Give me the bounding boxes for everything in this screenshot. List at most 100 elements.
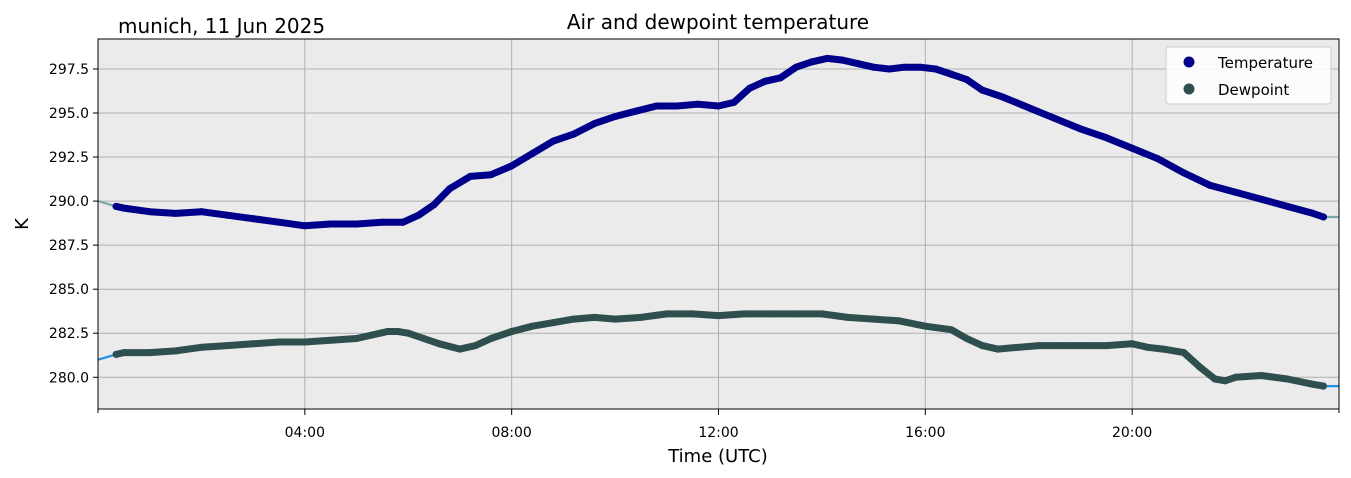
data-point-dewpoint <box>978 342 986 350</box>
grid-layer <box>98 39 1339 409</box>
data-point-temperature <box>301 222 309 230</box>
data-point-dewpoint <box>1056 342 1064 350</box>
data-point-temperature <box>632 107 640 115</box>
data-point-dewpoint <box>394 327 402 335</box>
data-point-dewpoint <box>818 310 826 318</box>
data-point-dewpoint <box>1211 375 1219 383</box>
data-point-dewpoint <box>471 342 479 350</box>
y-tick-label: 285.0 <box>49 282 89 298</box>
data-point-dewpoint <box>1180 349 1188 357</box>
data-point-temperature <box>466 172 474 180</box>
data-point-temperature <box>885 65 893 73</box>
data-point-temperature <box>112 202 120 210</box>
data-point-temperature <box>1102 134 1110 142</box>
data-point-dewpoint <box>1035 342 1043 350</box>
data-point-dewpoint <box>611 315 619 323</box>
data-point-dewpoint <box>146 349 154 357</box>
data-point-temperature <box>777 74 785 82</box>
data-point-temperature <box>808 58 816 66</box>
data-point-temperature <box>415 211 423 219</box>
data-point-temperature <box>590 120 598 128</box>
data-point-dewpoint <box>844 313 852 321</box>
data-point-temperature <box>570 130 578 138</box>
data-point-dewpoint <box>368 331 376 339</box>
data-point-temperature <box>430 201 438 209</box>
chart-subtitle: munich, 11 Jun 2025 <box>118 14 325 38</box>
legend-entry-temperature: Temperature <box>1217 54 1313 72</box>
x-tick-label: 16:00 <box>905 425 945 441</box>
data-point-dewpoint <box>1102 342 1110 350</box>
data-point-dewpoint <box>1159 345 1167 353</box>
data-point-temperature <box>172 209 180 217</box>
data-point-dewpoint <box>715 312 722 320</box>
chart-title: Air and dewpoint temperature <box>567 10 869 34</box>
data-point-dewpoint <box>384 327 392 335</box>
data-point-temperature <box>999 93 1007 101</box>
data-point-dewpoint <box>223 342 231 350</box>
x-axis-label: Time (UTC) <box>667 446 768 467</box>
data-point-temperature <box>1232 188 1240 196</box>
data-point-temperature <box>611 113 619 121</box>
y-tick-label: 290.0 <box>49 194 89 210</box>
data-point-temperature <box>446 185 454 193</box>
legend-marker-dewpoint <box>1183 83 1195 95</box>
data-point-temperature <box>854 60 862 68</box>
data-point-dewpoint <box>528 322 536 330</box>
data-point-dewpoint <box>275 338 283 346</box>
data-point-dewpoint <box>590 313 598 321</box>
data-point-temperature <box>673 102 681 110</box>
data-point-temperature <box>1180 169 1188 177</box>
data-point-dewpoint <box>663 310 671 318</box>
data-point-temperature <box>761 77 769 85</box>
x-tick-label: 04:00 <box>285 425 325 441</box>
data-point-dewpoint <box>740 310 748 318</box>
data-point-dewpoint <box>197 343 205 351</box>
data-point-dewpoint <box>1283 375 1291 383</box>
data-point-dewpoint <box>353 335 361 343</box>
x-tick-label: 08:00 <box>491 425 531 441</box>
y-tick-label: 287.5 <box>49 238 89 254</box>
data-point-dewpoint <box>508 327 516 335</box>
data-point-dewpoint <box>963 335 971 343</box>
data-point-temperature <box>1309 209 1317 217</box>
data-point-dewpoint <box>792 310 800 318</box>
data-point-temperature <box>1319 213 1327 221</box>
data-point-temperature <box>963 76 971 84</box>
data-point-dewpoint <box>994 345 1002 353</box>
data-point-temperature <box>901 63 909 71</box>
data-point-temperature <box>947 70 955 78</box>
data-point-dewpoint <box>172 347 180 355</box>
data-point-dewpoint <box>1076 342 1084 350</box>
y-tick-label: 282.5 <box>49 326 89 342</box>
legend-box <box>1165 46 1332 105</box>
data-point-dewpoint <box>637 313 645 321</box>
data-point-dewpoint <box>112 350 120 358</box>
data-point-temperature <box>353 220 361 228</box>
data-point-dewpoint <box>249 340 257 348</box>
data-point-temperature <box>694 100 702 108</box>
data-point-temperature <box>1025 104 1033 112</box>
data-point-dewpoint <box>895 317 903 325</box>
data-point-dewpoint <box>1257 372 1265 380</box>
data-point-temperature <box>327 220 335 228</box>
legend: Temperature Dewpoint <box>1165 46 1332 105</box>
data-point-dewpoint <box>120 349 128 357</box>
x-tick-label: 12:00 <box>698 425 738 441</box>
data-point-dewpoint <box>549 319 557 327</box>
y-tick-label: 295.0 <box>49 106 89 122</box>
legend-marker-temperature <box>1183 56 1195 68</box>
data-point-dewpoint <box>435 340 443 348</box>
data-point-dewpoint <box>1221 377 1229 385</box>
series-line-temperature <box>112 54 1327 230</box>
data-point-temperature <box>1076 125 1084 133</box>
data-point-temperature <box>870 63 878 71</box>
data-point-temperature <box>1283 202 1291 210</box>
data-point-temperature <box>120 204 128 212</box>
y-tick-label: 292.5 <box>49 150 89 166</box>
data-point-temperature <box>823 54 831 62</box>
data-point-dewpoint <box>947 326 955 334</box>
y-tick-label: 297.5 <box>49 62 89 78</box>
data-point-temperature <box>1154 155 1162 163</box>
y-tick-label: 280.0 <box>49 370 89 386</box>
